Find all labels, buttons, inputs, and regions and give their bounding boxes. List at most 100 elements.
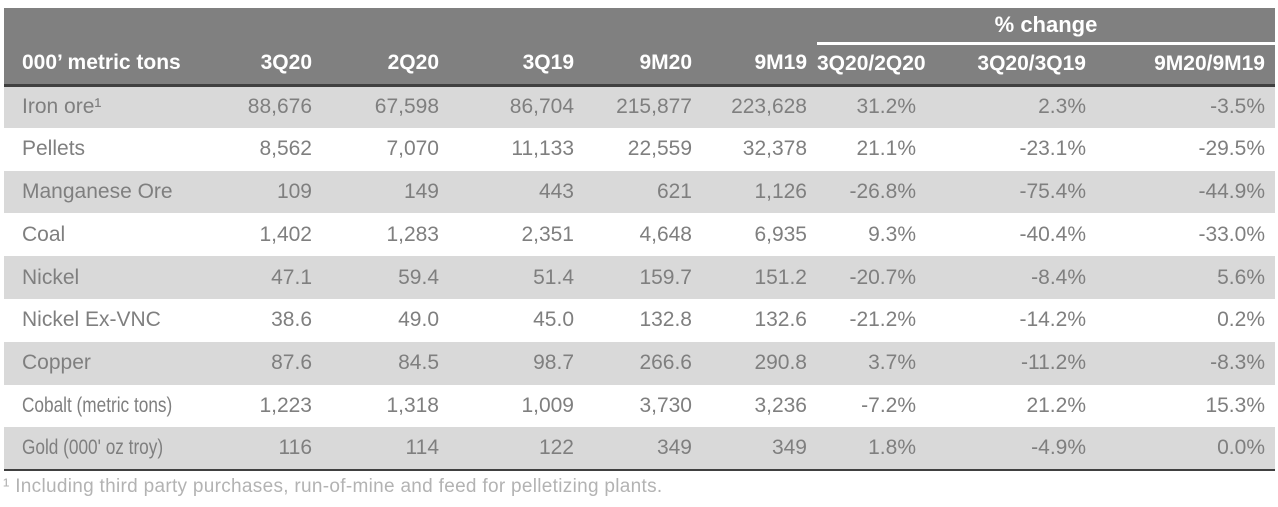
cell-value: 114 bbox=[405, 436, 439, 460]
cell-value: -20.7% bbox=[849, 265, 916, 289]
pct-change-group-header: % change bbox=[817, 8, 1275, 45]
table-row: Gold (000' oz troy) 116 114 122 349 349 1.8% -4… bbox=[4, 427, 1275, 471]
cell-value: 0.0% bbox=[1217, 436, 1265, 460]
cell-value: 215,877 bbox=[616, 95, 692, 119]
cell-value: 3.7% bbox=[868, 351, 916, 375]
table-row: Iron ore¹ 88,676 67,598 86,704 215,877 223,62… bbox=[4, 85, 1275, 128]
cell-value: 11,133 bbox=[511, 137, 574, 161]
table-body: Iron ore¹ 88,676 67,598 86,704 215,877 223,62… bbox=[4, 85, 1275, 471]
cell-value: 1,402 bbox=[259, 222, 312, 246]
table-header: % change 000’ metric tons 3Q20 2Q20 3Q19 9M… bbox=[4, 8, 1275, 87]
cell-value: 51.4 bbox=[533, 265, 574, 289]
cell-value: 2,351 bbox=[521, 222, 574, 246]
cell-value: 443 bbox=[538, 179, 574, 203]
cell-value: 132.8 bbox=[639, 308, 692, 332]
cell-value: 31.2% bbox=[856, 95, 916, 119]
cell-value: 6,935 bbox=[754, 222, 807, 246]
cell-value: -40.4% bbox=[1019, 222, 1086, 246]
row-label: Coal bbox=[4, 213, 215, 256]
cell-value: 132.6 bbox=[754, 308, 807, 332]
cell-value: 109 bbox=[276, 179, 312, 203]
footnote: ¹ Including third party purchases, run-o… bbox=[3, 476, 663, 498]
column-header-9m20-9m19: 9M20/9M19 bbox=[1096, 43, 1275, 87]
table-row: Nickel Ex-VNC 38.6 49.0 45.0 132.8 132.6 -21.2… bbox=[4, 298, 1275, 342]
cell-value: 349 bbox=[771, 436, 807, 460]
cell-value: 1,223 bbox=[259, 393, 312, 417]
cell-value: -3.5% bbox=[1210, 95, 1265, 119]
row-label-text: Pellets bbox=[22, 137, 86, 161]
row-label-text: Cobalt (metric tons) bbox=[22, 393, 173, 417]
cell-value: 87.6 bbox=[271, 351, 312, 375]
row-label: Cobalt (metric tons) bbox=[4, 385, 215, 428]
cell-value: 0.2% bbox=[1217, 308, 1265, 332]
cell-value: 49.0 bbox=[398, 308, 439, 332]
cell-value: 151.2 bbox=[754, 265, 807, 289]
column-header-9m20: 9M20 bbox=[584, 43, 702, 87]
row-label-text: Iron ore¹ bbox=[22, 95, 102, 119]
cell-value: -75.4% bbox=[1019, 179, 1086, 203]
cell-value: 4,648 bbox=[639, 222, 692, 246]
cell-value: -29.5% bbox=[1198, 137, 1265, 161]
cell-value: 22,559 bbox=[627, 137, 692, 161]
column-header-3q20-3q19: 3Q20/3Q19 bbox=[926, 43, 1096, 87]
cell-value: 7,070 bbox=[386, 137, 439, 161]
cell-value: -26.8% bbox=[849, 179, 916, 203]
cell-value: -7.2% bbox=[861, 393, 916, 417]
cell-value: 38.6 bbox=[271, 308, 312, 332]
row-label: Nickel Ex-VNC bbox=[4, 299, 215, 342]
cell-value: 21.2% bbox=[1026, 393, 1086, 417]
cell-value: 116 bbox=[278, 436, 312, 460]
row-label-text: Manganese Ore bbox=[22, 179, 173, 203]
cell-value: -44.9% bbox=[1198, 179, 1265, 203]
cell-value: 3,730 bbox=[639, 393, 692, 417]
column-header-3q19: 3Q19 bbox=[449, 43, 584, 87]
cell-value: 149 bbox=[403, 179, 439, 203]
table-row: Pellets 8,562 7,070 11,133 22,559 32,378 21.1%… bbox=[4, 127, 1275, 171]
row-label: Iron ore¹ bbox=[4, 85, 215, 128]
cell-value: 88,676 bbox=[247, 95, 312, 119]
cell-value: 349 bbox=[656, 436, 692, 460]
table-row: Nickel 47.1 59.4 51.4 159.7 151.2 -20.7% -8.4% 5… bbox=[4, 256, 1275, 299]
cell-value: 1,009 bbox=[521, 393, 574, 417]
cell-value: 3,236 bbox=[754, 393, 807, 417]
header-band-spacer bbox=[4, 8, 817, 43]
cell-value: 2.3% bbox=[1038, 95, 1086, 119]
cell-value: 122 bbox=[538, 436, 574, 460]
cell-value: -8.3% bbox=[1210, 351, 1265, 375]
cell-value: -4.9% bbox=[1031, 436, 1086, 460]
cell-value: 86,704 bbox=[509, 95, 574, 119]
column-header-3q20-2q20: 3Q20/2Q20 bbox=[817, 43, 926, 87]
table-row: Cobalt (metric tons) 1,223 1,318 1,009 3,730… bbox=[4, 384, 1275, 428]
cell-value: 290.8 bbox=[754, 351, 807, 375]
cell-value: 67,598 bbox=[374, 95, 439, 119]
cell-value: 621 bbox=[656, 179, 692, 203]
row-label: Gold (000' oz troy) bbox=[4, 427, 215, 470]
cell-value: -14.2% bbox=[1019, 308, 1086, 332]
column-header-9m19: 9M19 bbox=[702, 43, 817, 87]
cell-value: 59.4 bbox=[398, 265, 439, 289]
cell-value: 98.7 bbox=[533, 351, 574, 375]
cell-value: 15.3% bbox=[1205, 393, 1265, 417]
cell-value: 159.7 bbox=[639, 265, 692, 289]
column-header-row: 000’ metric tons 3Q20 2Q20 3Q19 9M20 9M19 3Q2… bbox=[4, 43, 1275, 87]
cell-value: 84.5 bbox=[398, 351, 439, 375]
row-label-text: Gold (000' oz troy) bbox=[22, 436, 164, 460]
cell-value: 47.1 bbox=[271, 265, 312, 289]
cell-value: -33.0% bbox=[1198, 222, 1265, 246]
row-label-text: Nickel Ex-VNC bbox=[22, 308, 161, 332]
row-label-text: Nickel bbox=[22, 265, 80, 289]
cell-value: 45.0 bbox=[533, 308, 574, 332]
column-header-2q20: 2Q20 bbox=[322, 43, 449, 87]
unit-label-header: 000’ metric tons bbox=[4, 43, 215, 87]
table-row: Manganese Ore 109 149 443 621 1,126 -26.8% -75.… bbox=[4, 170, 1275, 214]
cell-value: 223,628 bbox=[731, 95, 807, 119]
cell-value: 21.1% bbox=[856, 137, 916, 161]
pct-change-band-row: % change bbox=[4, 8, 1275, 45]
row-label: Manganese Ore bbox=[4, 171, 215, 214]
row-label: Nickel bbox=[4, 256, 215, 299]
column-header-3q20: 3Q20 bbox=[215, 43, 322, 87]
cell-value: 9.3% bbox=[868, 222, 916, 246]
production-table: % change 000’ metric tons 3Q20 2Q20 3Q19 9M… bbox=[4, 8, 1275, 472]
cell-value: 1,126 bbox=[754, 179, 807, 203]
